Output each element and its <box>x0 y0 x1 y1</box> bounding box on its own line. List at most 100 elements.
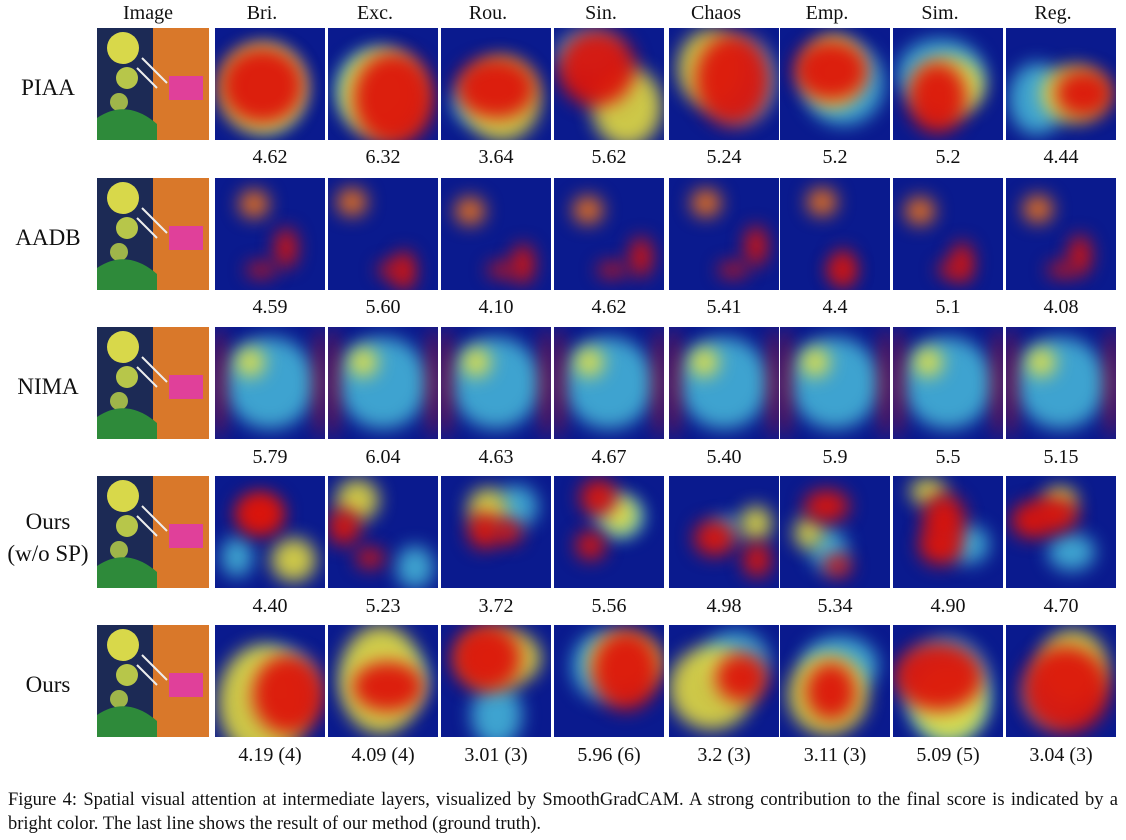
row-label-nima: NIMA <box>17 374 79 399</box>
heatmap-nima-emp <box>780 327 890 439</box>
score-ours-wo-sp-reg: 4.70 <box>1043 595 1079 617</box>
heatmap-ours-wo-sp-bri <box>215 476 325 588</box>
heatmap-ours-sin <box>554 625 664 737</box>
heatmap-ours-wo-sp-sin <box>554 476 664 588</box>
score-nima-emp: 5.9 <box>822 446 848 468</box>
column-header-bri: Bri. <box>246 2 278 24</box>
heatmap-aadb-sim <box>893 178 1003 290</box>
column-header-rou: Rou. <box>468 2 508 24</box>
column-header-reg: Reg. <box>1034 2 1072 24</box>
column-header-chaos: Chaos <box>691 2 741 24</box>
score-ours-sim: 5.09 (5) <box>916 744 980 766</box>
score-ours-bri: 4.19 (4) <box>238 744 302 766</box>
heatmap-nima-reg <box>1006 327 1116 439</box>
heatmap-aadb-bri <box>215 178 325 290</box>
heatmap-ours-bri <box>215 625 325 737</box>
column-header-image: Image <box>123 2 173 24</box>
score-nima-sin: 4.67 <box>591 446 627 468</box>
heatmap-nima-bri <box>215 327 325 439</box>
heatmap-aadb-exc <box>328 178 438 290</box>
score-ours-rou: 3.01 (3) <box>464 744 528 766</box>
score-ours-sin: 5.96 (6) <box>577 744 641 766</box>
score-ours-wo-sp-emp: 5.34 <box>817 595 853 617</box>
score-ours-wo-sp-chaos: 4.98 <box>706 595 742 617</box>
heatmap-ours-wo-sp-emp <box>780 476 890 588</box>
score-ours-chaos: 3.2 (3) <box>697 744 751 766</box>
score-nima-rou: 4.63 <box>478 446 514 468</box>
heatmap-aadb-chaos <box>669 178 779 290</box>
row-label-aadb: AADB <box>15 225 81 250</box>
source-image-nima <box>97 327 209 439</box>
score-nima-sim: 5.5 <box>935 446 961 468</box>
score-ours-wo-sp-bri: 4.40 <box>252 595 288 617</box>
heatmap-nima-chaos <box>669 327 779 439</box>
heatmap-ours-wo-sp-sim <box>893 476 1003 588</box>
heatmap-ours-emp <box>780 625 890 737</box>
row-label-ours-wo-sp-line-1: Ours <box>25 509 71 534</box>
score-piaa-reg: 4.44 <box>1043 146 1079 168</box>
score-ours-wo-sp-exc: 5.23 <box>365 595 401 617</box>
score-nima-exc: 6.04 <box>365 446 401 468</box>
row-label-ours: Ours <box>25 672 71 697</box>
heatmap-ours-sim <box>893 625 1003 737</box>
score-piaa-rou: 3.64 <box>478 146 514 168</box>
score-nima-reg: 5.15 <box>1043 446 1079 468</box>
score-piaa-bri: 4.62 <box>252 146 288 168</box>
heatmap-aadb-reg <box>1006 178 1116 290</box>
score-piaa-emp: 5.2 <box>822 146 848 168</box>
heatmap-ours-rou <box>441 625 551 737</box>
heatmap-ours-wo-sp-rou <box>441 476 551 588</box>
score-ours-emp: 3.11 (3) <box>803 744 867 766</box>
column-header-emp: Emp. <box>805 2 849 24</box>
heatmap-piaa-exc <box>328 28 438 140</box>
heatmap-ours-wo-sp-exc <box>328 476 438 588</box>
heatmap-ours-chaos <box>669 625 779 737</box>
score-aadb-sin: 4.62 <box>591 296 627 318</box>
score-aadb-rou: 4.10 <box>478 296 514 318</box>
heatmap-aadb-rou <box>441 178 551 290</box>
score-aadb-chaos: 5.41 <box>706 296 742 318</box>
score-piaa-sim: 5.2 <box>935 146 961 168</box>
heatmap-piaa-bri <box>215 28 325 140</box>
score-nima-chaos: 5.40 <box>706 446 742 468</box>
source-image-ours-wo-sp <box>97 476 209 588</box>
heatmap-ours-reg <box>1006 625 1116 737</box>
heatmap-nima-sim <box>893 327 1003 439</box>
heatmap-piaa-chaos <box>669 28 779 140</box>
heatmap-piaa-sin <box>554 28 664 140</box>
heatmap-ours-wo-sp-reg <box>1006 476 1116 588</box>
heatmap-nima-rou <box>441 327 551 439</box>
score-ours-reg: 3.04 (3) <box>1029 744 1093 766</box>
source-image-aadb <box>97 178 209 290</box>
heatmap-piaa-reg <box>1006 28 1116 140</box>
heatmap-nima-exc <box>328 327 438 439</box>
heatmap-nima-sin <box>554 327 664 439</box>
heatmap-piaa-rou <box>441 28 551 140</box>
column-header-sin: Sin. <box>585 2 617 24</box>
heatmap-aadb-emp <box>780 178 890 290</box>
column-header-sim: Sim. <box>921 2 959 24</box>
score-piaa-exc: 6.32 <box>365 146 401 168</box>
score-nima-bri: 5.79 <box>252 446 288 468</box>
score-aadb-sim: 5.1 <box>935 296 961 318</box>
column-header-exc: Exc. <box>356 2 394 24</box>
heatmap-piaa-sim <box>893 28 1003 140</box>
source-image-piaa <box>97 28 209 140</box>
row-label-ours-wo-sp-line-2: (w/o SP) <box>7 541 89 566</box>
heatmap-piaa-emp <box>780 28 890 140</box>
score-piaa-chaos: 5.24 <box>706 146 742 168</box>
score-piaa-sin: 5.62 <box>591 146 627 168</box>
heatmap-aadb-sin <box>554 178 664 290</box>
source-image-ours <box>97 625 209 737</box>
score-ours-wo-sp-sim: 4.90 <box>930 595 966 617</box>
score-ours-wo-sp-rou: 3.72 <box>478 595 514 617</box>
row-label-piaa: PIAA <box>21 75 75 100</box>
heatmap-ours-exc <box>328 625 438 737</box>
score-aadb-exc: 5.60 <box>365 296 401 318</box>
heatmap-ours-wo-sp-chaos <box>669 476 779 588</box>
score-aadb-emp: 4.4 <box>822 296 848 318</box>
score-aadb-bri: 4.59 <box>252 296 288 318</box>
score-ours-wo-sp-sin: 5.56 <box>591 595 627 617</box>
score-aadb-reg: 4.08 <box>1043 296 1079 318</box>
figure-caption: Figure 4: Spatial visual attention at in… <box>8 790 1118 834</box>
